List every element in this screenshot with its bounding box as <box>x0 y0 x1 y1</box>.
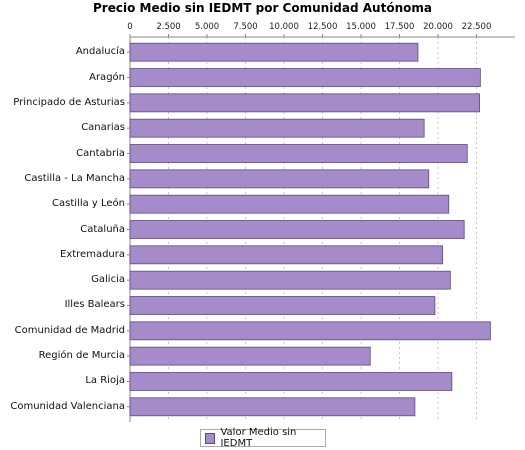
category-label: Cantabria <box>76 147 125 159</box>
x-tick-label: 20.000 <box>423 22 453 32</box>
chart-title: Precio Medio sin IEDMT por Comunidad Aut… <box>93 1 432 15</box>
category-label: Galicia <box>91 274 125 286</box>
legend: Valor Medio sin IEDMT <box>200 427 326 449</box>
category-label: Comunidad Valenciana <box>10 400 125 412</box>
legend-label: Valor Medio sin IEDMT <box>220 427 297 449</box>
category-label: Principado de Asturias <box>13 96 125 108</box>
x-tick-label: 0 <box>127 22 132 32</box>
bar <box>129 245 444 265</box>
category-label: Andalucía <box>75 46 125 58</box>
bar <box>129 397 416 417</box>
x-tick-label: 22.500 <box>462 22 492 32</box>
x-tick-label: 5.000 <box>195 22 219 32</box>
category-label: Región de Murcia <box>38 350 125 362</box>
category-label: Castilla - La Mancha <box>24 172 125 184</box>
category-label: Canarias <box>81 122 125 134</box>
x-tick-label: 7.500 <box>233 22 257 32</box>
category-label: Cataluña <box>80 223 125 235</box>
bar <box>129 296 436 315</box>
bar <box>129 169 430 189</box>
bar <box>129 270 451 290</box>
bar <box>129 346 371 366</box>
x-tick-label: 10.000 <box>269 22 299 32</box>
bar <box>129 93 480 113</box>
x-tick-label: 17.500 <box>385 22 415 32</box>
category-label: Comunidad de Madrid <box>14 324 125 336</box>
category-label: La Rioja <box>85 375 125 387</box>
bar <box>129 68 481 87</box>
x-tick-label: 2.500 <box>156 22 180 32</box>
x-tick-label: 15.000 <box>346 22 376 32</box>
category-label: Aragón <box>89 71 125 83</box>
category-label: Extremadura <box>60 248 125 260</box>
bar <box>129 372 453 391</box>
bar <box>129 194 450 214</box>
category-label: Illes Balears <box>64 299 125 311</box>
bar <box>129 144 468 163</box>
x-tick-label: 12.500 <box>308 22 338 32</box>
bar <box>129 118 425 138</box>
legend-swatch <box>205 432 216 444</box>
bar <box>129 321 491 341</box>
category-label: Castilla y León <box>52 198 125 210</box>
bar <box>129 42 419 62</box>
bar <box>129 220 465 239</box>
